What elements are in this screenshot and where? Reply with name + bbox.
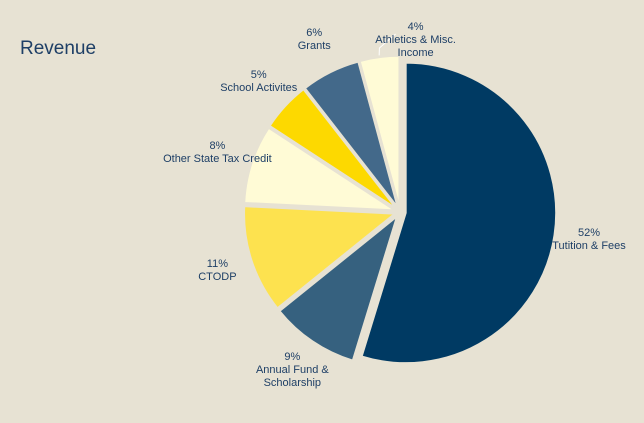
category-label: Athletics & Misc. Income <box>375 33 456 59</box>
category-label: Annual Fund & Scholarship <box>255 364 329 390</box>
slice-label: 9% Annual Fund & Scholarship <box>237 351 347 390</box>
category-label: CTODP <box>198 271 237 284</box>
pie-slice <box>359 55 400 207</box>
value-label: 4% <box>407 20 424 33</box>
pie-slice <box>243 127 398 212</box>
leader-line <box>378 33 396 56</box>
value-label: 9% <box>284 351 301 364</box>
slice-label: 4% Athletics & Misc. Income <box>361 21 471 60</box>
value-label: 6% <box>306 27 323 40</box>
slice-label: 52% Tutition & Fees <box>534 227 644 253</box>
value-label: 11% <box>206 258 228 271</box>
category-label: School Activites <box>220 81 298 94</box>
category-label: Other State Tax Credit <box>163 152 272 165</box>
value-label: 5% <box>250 68 267 81</box>
pie-slice <box>268 88 397 209</box>
pie-slice <box>361 62 557 364</box>
pie-slice <box>243 205 397 309</box>
chart-title: Revenue <box>20 38 97 59</box>
pie-slice <box>304 60 399 208</box>
pie-slice <box>278 214 399 362</box>
value-label: 8% <box>209 139 226 152</box>
category-label: Tutition & Fees <box>552 240 626 253</box>
slice-label: 8% Other State Tax Credit <box>162 140 272 166</box>
slice-label: 6% Grants <box>259 27 369 53</box>
slice-label: 5% School Activites <box>204 69 314 95</box>
category-label: Grants <box>297 40 331 53</box>
slice-label: 11% CTODP <box>162 258 272 284</box>
value-label: 52% <box>577 227 601 240</box>
